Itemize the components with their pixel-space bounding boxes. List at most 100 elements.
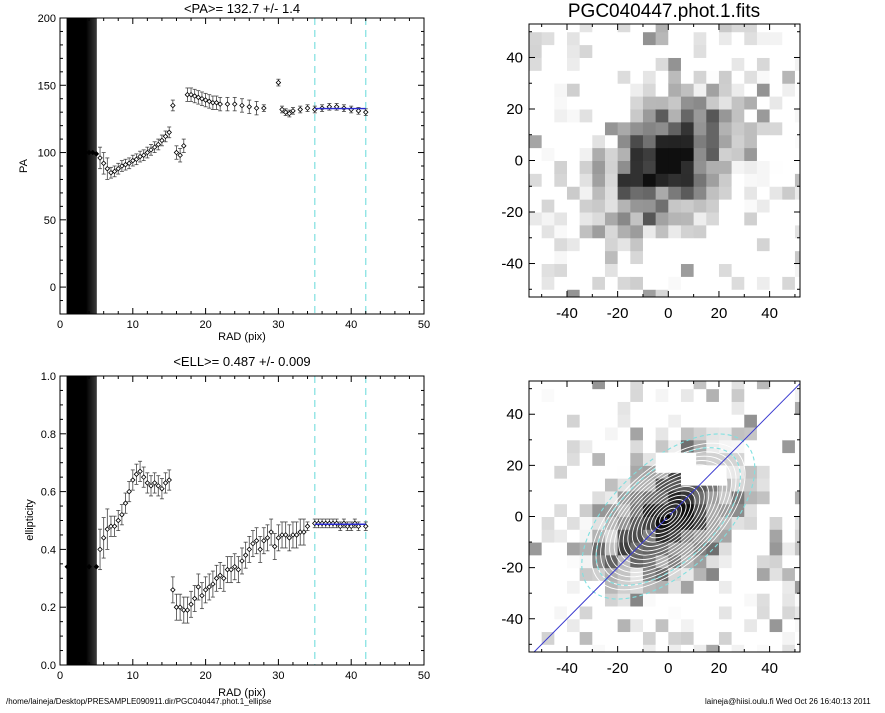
image1-pixel <box>592 108 606 123</box>
image1-pixel <box>782 134 796 149</box>
image2-xtick-label: 40 <box>761 660 778 677</box>
ell-xlabel: RAD (pix) <box>218 687 266 699</box>
image1-pixel <box>579 108 593 123</box>
image1-pixel <box>680 70 695 84</box>
image1-pixel <box>756 147 771 161</box>
image2-pixel <box>756 644 771 652</box>
image1-pixel <box>579 173 593 187</box>
image2-isophote <box>631 481 705 552</box>
ell-data-point <box>162 480 169 486</box>
image2-pixel <box>718 490 733 505</box>
image1-pixel <box>566 57 581 71</box>
image2-pixel <box>680 631 695 645</box>
image1-pixel <box>579 160 593 174</box>
image1-pixel <box>693 134 707 149</box>
image2-pixel <box>744 529 758 543</box>
image2-pixel <box>529 631 543 645</box>
image1-pixel <box>554 250 568 265</box>
image1-pixel <box>554 147 568 161</box>
image2-pixel <box>769 478 783 492</box>
image2-pixel <box>529 439 543 454</box>
image2-pixel <box>769 516 783 530</box>
image1-pixel <box>604 31 619 46</box>
image2-pixel <box>579 490 593 505</box>
image1-pixel <box>744 263 758 277</box>
pa-data-point <box>82 149 89 156</box>
image2-pixel <box>554 439 568 454</box>
image1-pixel <box>706 212 720 226</box>
ell-data-point <box>242 552 249 558</box>
image2-pixel <box>782 529 796 543</box>
image2-pixel <box>655 644 669 652</box>
image2-pixel <box>529 605 543 620</box>
image1-pixel <box>744 83 758 97</box>
image2-pixel <box>731 542 745 556</box>
image1-pixel <box>592 199 606 213</box>
image1-pixel <box>541 276 555 290</box>
image1-pixel <box>718 186 733 200</box>
image1-pixel <box>693 31 707 46</box>
image2-pixel <box>630 554 644 569</box>
image1-pixel <box>592 83 606 97</box>
image2-pixel <box>642 381 657 390</box>
image1-pixel <box>706 70 720 84</box>
image2-pixel <box>756 465 771 479</box>
image1-pixel <box>529 83 543 97</box>
image1-pixel <box>529 108 543 123</box>
image2-pixel <box>756 452 771 466</box>
image-title: PGC040447.phot.1.fits <box>568 1 760 22</box>
image1-pixel <box>668 57 682 71</box>
image2-pixel <box>718 401 733 415</box>
image2-pixel <box>744 465 758 479</box>
image1-pixel <box>680 224 695 239</box>
image1-pixel <box>541 237 555 252</box>
image1-pixel <box>668 83 682 97</box>
image2-pixel <box>579 554 593 569</box>
image2-pixel <box>744 567 758 581</box>
image1-pixel <box>680 147 695 161</box>
ell-data-point <box>301 529 307 535</box>
ell-data-point <box>130 477 136 483</box>
image2-pixel <box>617 580 631 594</box>
image2-pixel <box>680 605 695 620</box>
image1-pixel <box>693 263 707 277</box>
image2-pixel <box>680 593 695 607</box>
image2-pixel <box>604 631 619 645</box>
image1-pixel <box>769 250 783 265</box>
image1-pixel <box>718 160 733 174</box>
image1-pixel <box>769 83 783 97</box>
image1-pixel <box>693 250 707 265</box>
image1-pixel <box>592 263 606 277</box>
image1-pixel <box>541 289 555 297</box>
image2-pixel <box>680 516 695 530</box>
image1-pixel <box>680 121 695 136</box>
image1-pixel <box>554 24 568 33</box>
image2-pixel <box>617 381 631 390</box>
image2-pa-line <box>533 383 800 652</box>
image1-pixel <box>554 31 568 46</box>
image1-pixel <box>617 108 631 123</box>
ell-data-point <box>217 572 223 579</box>
pa-data-point <box>119 163 125 169</box>
image2-pixel <box>769 452 783 466</box>
image2-pixel <box>782 490 796 505</box>
image1-pixel <box>756 186 771 200</box>
image1-pixel <box>794 263 800 277</box>
image2-xtick-label: -20 <box>607 660 629 677</box>
image1-pixel <box>541 31 555 46</box>
image2-pixel <box>706 414 720 428</box>
ell-data-point <box>144 480 151 486</box>
image1-pixel <box>541 57 555 71</box>
image1-pixel <box>744 24 758 33</box>
image1-pixel <box>579 147 593 161</box>
image2-pixel <box>630 631 644 645</box>
pa-data-point <box>297 106 304 113</box>
image2-pixel <box>566 414 581 428</box>
image1-pixel <box>769 96 783 110</box>
image2-pixel <box>680 427 695 441</box>
image1-pixel <box>756 263 771 277</box>
image1-pixel <box>604 263 619 277</box>
image2-pixel <box>731 529 745 543</box>
image2-pixel <box>592 593 606 607</box>
image1-pixel <box>541 44 555 58</box>
